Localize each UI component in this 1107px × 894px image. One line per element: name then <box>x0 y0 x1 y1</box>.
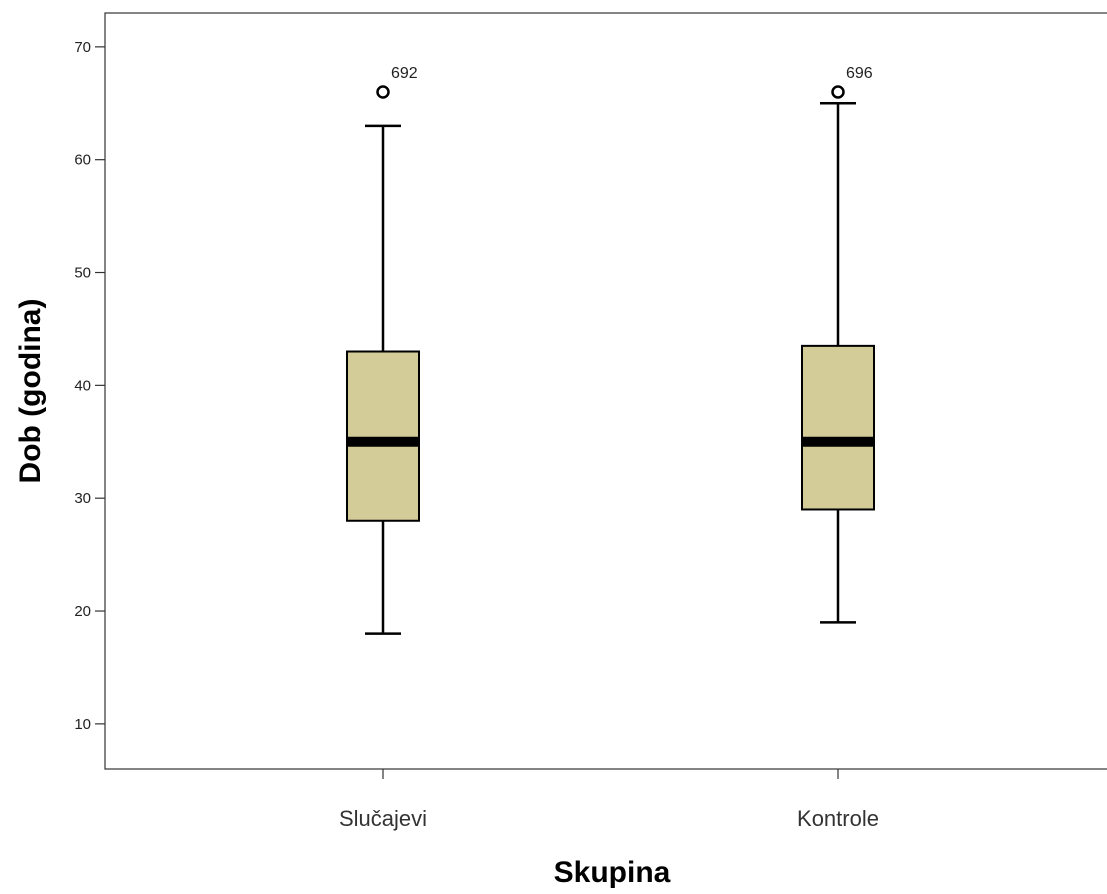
y-axis-title: Dob (godina) <box>14 299 47 484</box>
iqr-box <box>346 350 420 522</box>
y-tick-label: 60 <box>74 152 91 169</box>
x-axis-title: Skupina <box>554 856 671 889</box>
boxes-layer: 692 696 <box>346 65 875 635</box>
outlier-point <box>831 85 845 99</box>
box-group: 692 <box>346 65 420 635</box>
y-tick-label: 30 <box>74 490 91 507</box>
y-tick-label: 50 <box>74 265 91 282</box>
x-tick-label: Slučajevi <box>339 806 427 831</box>
y-tick-label: 10 <box>74 716 91 733</box>
outlier-label: 696 <box>846 65 873 82</box>
y-axis: 10 20 30 40 50 60 70 <box>74 39 105 733</box>
x-tick-label: Kontrole <box>797 806 879 831</box>
x-axis: Slučajevi Kontrole <box>339 769 879 831</box>
y-tick-label: 70 <box>74 39 91 56</box>
outlier-label: 692 <box>391 65 418 82</box>
iqr-box <box>801 344 875 511</box>
box-group: 696 <box>801 65 875 624</box>
y-tick-label: 20 <box>74 603 91 620</box>
plot-frame <box>104 12 1107 770</box>
outlier-point <box>376 85 390 99</box>
y-tick-label: 40 <box>74 377 91 394</box>
